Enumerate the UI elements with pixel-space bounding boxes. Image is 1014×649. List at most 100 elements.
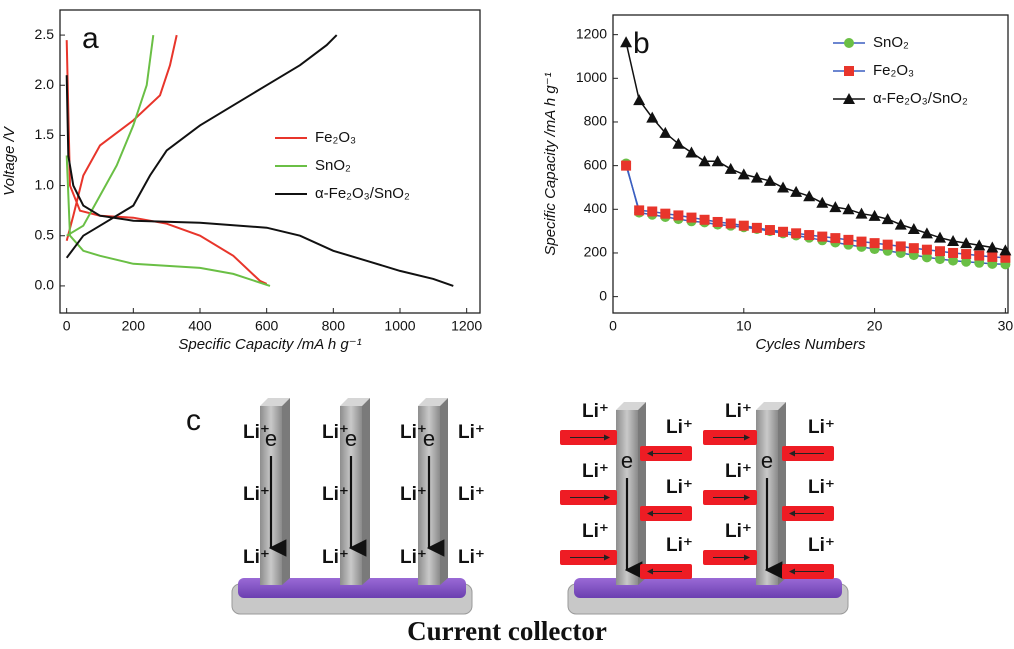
- marker: [948, 247, 959, 258]
- y-tick-label: 0.0: [35, 277, 55, 293]
- marker: [960, 237, 973, 249]
- ion-label: Li⁺: [322, 422, 349, 443]
- x-tick-label: 800: [322, 318, 346, 334]
- marker: [621, 160, 632, 171]
- marker: [791, 228, 802, 239]
- ion-label: Li⁺: [808, 417, 835, 438]
- legend-label: α-Fe₂O₃/SnO₂: [873, 90, 968, 107]
- ion-label: Li⁺: [725, 461, 752, 482]
- legend-label: Fe₂O₃: [315, 129, 356, 146]
- marker: [659, 126, 672, 138]
- pillar-side: [362, 398, 370, 585]
- ion-label: Li⁺: [243, 422, 270, 443]
- marker: [738, 220, 749, 231]
- marker: [763, 174, 776, 186]
- marker: [986, 241, 999, 253]
- y-tick-label: 0: [599, 287, 607, 303]
- plot-frame: [59, 9, 481, 314]
- marker: [817, 231, 828, 242]
- marker: [699, 214, 710, 225]
- marker: [751, 222, 762, 233]
- marker: [974, 250, 985, 261]
- legend-label: SnO₂: [873, 34, 909, 51]
- marker: [844, 66, 854, 76]
- ion-label: Li⁺: [808, 477, 835, 498]
- ion-label: Li⁺: [582, 461, 609, 482]
- ion-label: Li⁺: [243, 547, 270, 568]
- y-tick-label: 1200: [576, 25, 607, 41]
- marker: [961, 249, 972, 260]
- marker: [634, 205, 645, 216]
- marker: [672, 137, 685, 149]
- marker: [973, 239, 986, 251]
- legend-label: α-Fe₂O₃/SnO₂: [315, 185, 410, 202]
- marker: [685, 146, 698, 158]
- series-line: [65, 34, 454, 287]
- ion-label: Li⁺: [322, 484, 349, 505]
- ion-label: Li⁺: [458, 484, 485, 505]
- pillar-side: [638, 402, 646, 585]
- marker: [844, 38, 854, 48]
- ion-label: Li⁺: [582, 521, 609, 542]
- marker: [987, 251, 998, 262]
- collector: [238, 578, 466, 598]
- marker: [803, 190, 816, 202]
- marker: [961, 256, 972, 267]
- marker: [934, 254, 945, 265]
- x-axis-title: Cycles Numbers: [755, 336, 866, 353]
- ion-label: Li⁺: [400, 484, 427, 505]
- x-tick-label: 10: [736, 318, 752, 334]
- ion-label: Li⁺: [458, 547, 485, 568]
- ion-label: Li⁺: [400, 422, 427, 443]
- marker: [921, 244, 932, 255]
- y-tick-label: 0.5: [35, 226, 55, 242]
- marker: [711, 155, 724, 167]
- x-tick-label: 1000: [384, 318, 415, 334]
- ion-label: Li⁺: [808, 535, 835, 556]
- series-line: [65, 34, 271, 287]
- ion-label: Li⁺: [725, 401, 752, 422]
- marker: [778, 226, 789, 237]
- marker: [673, 210, 684, 221]
- series-line: [65, 34, 268, 285]
- marker: [816, 196, 829, 208]
- y-tick-label: 400: [584, 200, 608, 216]
- pillar-side: [778, 402, 786, 585]
- marker: [737, 168, 750, 180]
- x-tick-label: 200: [122, 318, 146, 334]
- ion-label: Li⁺: [666, 417, 693, 438]
- marker: [777, 181, 790, 193]
- marker: [790, 185, 803, 197]
- marker: [724, 162, 737, 174]
- marker: [725, 218, 736, 229]
- y-tick-label: 1000: [576, 69, 607, 85]
- pillar-top: [340, 398, 370, 406]
- marker: [947, 234, 960, 246]
- marker: [999, 244, 1012, 256]
- x-tick-label: 0: [609, 318, 617, 334]
- y-tick-label: 800: [584, 113, 608, 129]
- marker: [921, 252, 932, 263]
- x-tick-label: 400: [188, 318, 212, 334]
- marker: [842, 203, 855, 215]
- electron-label: e: [761, 448, 773, 473]
- y-tick-label: 2.5: [35, 26, 55, 42]
- marker: [908, 243, 919, 254]
- electron-label: e: [423, 426, 435, 451]
- marker: [829, 201, 842, 213]
- ion-label: Li⁺: [458, 422, 485, 443]
- marker: [948, 255, 959, 266]
- pillar-side: [440, 398, 448, 585]
- y-axis-title: Specific Capacity /mA h g⁻¹: [542, 72, 559, 255]
- electron-label: e: [265, 426, 277, 451]
- plot-frame: [612, 14, 1009, 314]
- y-axis-title: Voltage /V: [1, 125, 18, 196]
- panel-label: b: [633, 27, 650, 60]
- marker: [646, 111, 659, 123]
- y-tick-label: 200: [584, 244, 608, 260]
- y-tick-label: 1.5: [35, 126, 55, 142]
- ion-label: Li⁺: [322, 547, 349, 568]
- marker: [869, 238, 880, 249]
- marker: [830, 233, 841, 244]
